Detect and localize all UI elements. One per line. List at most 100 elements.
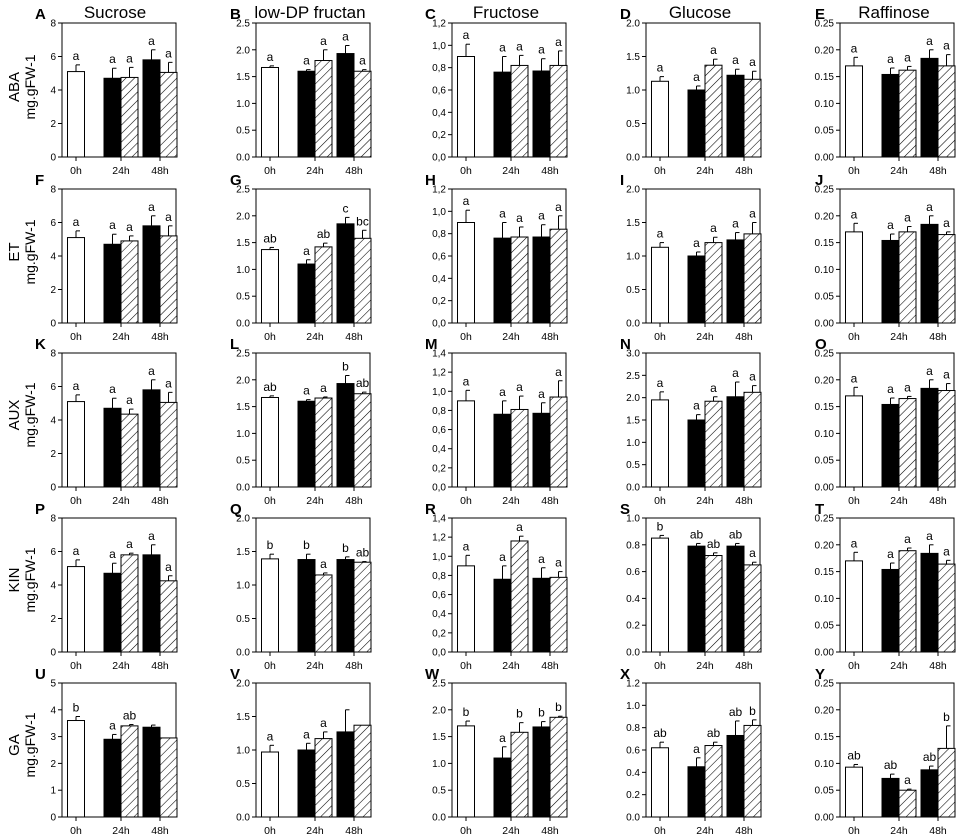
- panel-u-bar-48h-hatched: [159, 737, 178, 818]
- panel-v-bar-0h-white: [261, 751, 279, 818]
- panel-i-xtick-label-48h: 48h: [735, 331, 753, 343]
- panel-x-ytick-label: 0.2: [626, 790, 640, 801]
- panel-l-ytick-label: 2.0: [236, 375, 250, 386]
- panel-k-ytick-label: 2: [50, 449, 56, 460]
- panel-m-bar-48h-hatched: [549, 396, 568, 488]
- panel-t-ytick-label: 0.05: [815, 621, 835, 632]
- panel-u-bar-0h-white: [67, 720, 85, 818]
- panel-t-bar-0h-white: [845, 560, 863, 653]
- panel-w-ytick-label: 1.0: [432, 759, 446, 770]
- panel-j-ytick-label: 0.25: [815, 185, 835, 196]
- panel-u-ytick-label: 5: [50, 679, 56, 690]
- panel-r-letter: R: [425, 501, 436, 518]
- panel-r-xtick-label-24h: 24h: [502, 660, 520, 672]
- panel-g-bar-24h-black-significance-label: a: [303, 244, 310, 258]
- panel-u-ytick-label: 4: [50, 705, 56, 716]
- panel-h-ytick-label: 0,0: [432, 319, 446, 330]
- panel-y-xtick-label-24h: 24h: [890, 825, 908, 837]
- panel-e-xtick-label-24h: 24h: [890, 165, 908, 177]
- panel-e-xtick-label-0h: 0h: [848, 165, 860, 177]
- panel-k-bar-0h-white: [67, 401, 85, 488]
- panel-q-bar-0h-white-significance-label: b: [267, 538, 274, 552]
- panel-m-ytick-label: 0,8: [432, 406, 446, 417]
- panel-i-bar-0h-white: [651, 246, 669, 324]
- panel-e-ytick-label: 0.00: [815, 153, 835, 164]
- column-title-low-dp-fructan: low-DP fructan: [254, 3, 365, 22]
- panel-x-letter: X: [620, 666, 630, 683]
- panel-h-xtick-label-48h: 48h: [541, 331, 559, 343]
- panel-k-ytick-label: 8: [50, 349, 56, 360]
- panel-m-bar-24h-black: [493, 413, 512, 488]
- panel-i-ytick-label: 1.5: [626, 218, 640, 229]
- panel-q-bar-48h-hatched: [353, 561, 372, 653]
- panel-u-bar-48h-black: [142, 726, 161, 818]
- panel-g-ytick-label: 0.5: [236, 292, 250, 303]
- panel-n-ytick-label: 3.0: [626, 349, 640, 360]
- panel-n-ytick-label: 2.5: [626, 371, 640, 382]
- panel-s-ytick-label: 1.0: [626, 514, 640, 525]
- panel-m-bar-24h-hatched: [510, 408, 529, 488]
- panel-v-bar-24h-black-significance-label: a: [303, 727, 310, 741]
- panel-h-bar-48h-black-significance-label: a: [538, 209, 545, 223]
- panel-j-letter: J: [815, 172, 823, 189]
- panel-k-letter: K: [35, 336, 46, 353]
- panel-c-xtick-label-24h: 24h: [502, 165, 520, 177]
- panel-k-bar-24h-hatched-significance-label: a: [126, 393, 133, 407]
- panel-i-bar-48h-hatched: [743, 233, 762, 324]
- panel-q-bar-48h-hatched-significance-label: ab: [356, 546, 370, 560]
- panel-b-ytick-label: 0.0: [236, 153, 250, 164]
- panel-l-bar-0h-white: [261, 396, 279, 488]
- panel-r-bar-24h-hatched-significance-label: a: [516, 520, 523, 534]
- panel-k-xtick-label-0h: 0h: [70, 495, 82, 507]
- panel-n-bar-24h-black: [687, 419, 706, 488]
- panel-r-ytick-label: 0,8: [432, 571, 446, 582]
- panel-n-bar-24h-black-significance-label: a: [693, 399, 700, 413]
- panel-e-xtick-label-48h: 48h: [929, 165, 947, 177]
- panel-g-ytick-label: 0.0: [236, 319, 250, 330]
- panel-f-ytick-label: 0: [50, 319, 56, 330]
- panel-c-bar-48h-hatched: [549, 64, 568, 158]
- panel-b-bar-0h-white: [261, 66, 279, 158]
- panel-j-ytick-label: 0.15: [815, 238, 835, 249]
- panel-x-bar-48h-hatched-significance-label: b: [749, 704, 756, 718]
- panel-t-xtick-label-24h: 24h: [890, 660, 908, 672]
- panel-d-bar-0h-white-significance-label: a: [657, 61, 664, 75]
- panel-e-bar-24h-hatched: [898, 69, 917, 158]
- panel-p-xtick-label-0h: 0h: [70, 660, 82, 672]
- panel-x-ytick-label: 0.0: [626, 813, 640, 824]
- panel-a-bar-48h-black: [142, 59, 161, 158]
- panel-g-bar-0h-white: [261, 249, 279, 324]
- panel-f-bar-0h-white: [67, 237, 85, 324]
- panel-m-bar-24h-black-significance-label: a: [499, 385, 506, 399]
- panel-d-bar-48h-hatched: [743, 78, 762, 158]
- panel-v-xtick-label-48h: 48h: [345, 825, 363, 837]
- panel-j-ytick-label: 0.20: [815, 211, 835, 222]
- panel-r-ytick-label: 1,2: [432, 533, 446, 544]
- panel-n-ytick-label: 2.0: [626, 393, 640, 404]
- panel-t-letter: T: [815, 501, 824, 518]
- panel-k-ytick-label: 4: [50, 416, 56, 427]
- panel-w-bar-48h-hatched-significance-label: b: [555, 700, 562, 714]
- panel-q-xtick-label-24h: 24h: [306, 660, 324, 672]
- panel-c-bar-24h-black-significance-label: a: [499, 41, 506, 55]
- panel-h-bar-48h-hatched-significance-label: a: [555, 200, 562, 214]
- panel-m-bar-0h-white-significance-label: a: [463, 374, 470, 388]
- panel-d-xtick-label-48h: 48h: [735, 165, 753, 177]
- panel-p-bar-48h-hatched: [159, 580, 178, 653]
- panel-d-bar-24h-hatched: [704, 64, 723, 158]
- panel-v-ytick-label: 0.5: [236, 779, 250, 790]
- panel-r-bar-48h-black: [532, 577, 551, 653]
- panel-o-bar-48h-black-significance-label: a: [926, 364, 933, 378]
- panel-t-ytick-label: 0.20: [815, 540, 835, 551]
- panel-s-ytick-label: 0.8: [626, 540, 640, 551]
- panel-c-bar-0h-white: [457, 56, 475, 158]
- panel-p-bar-0h-white-significance-label: a: [73, 544, 80, 558]
- panel-g-letter: G: [230, 172, 242, 189]
- panel-t-bar-0h-white-significance-label: a: [851, 536, 858, 550]
